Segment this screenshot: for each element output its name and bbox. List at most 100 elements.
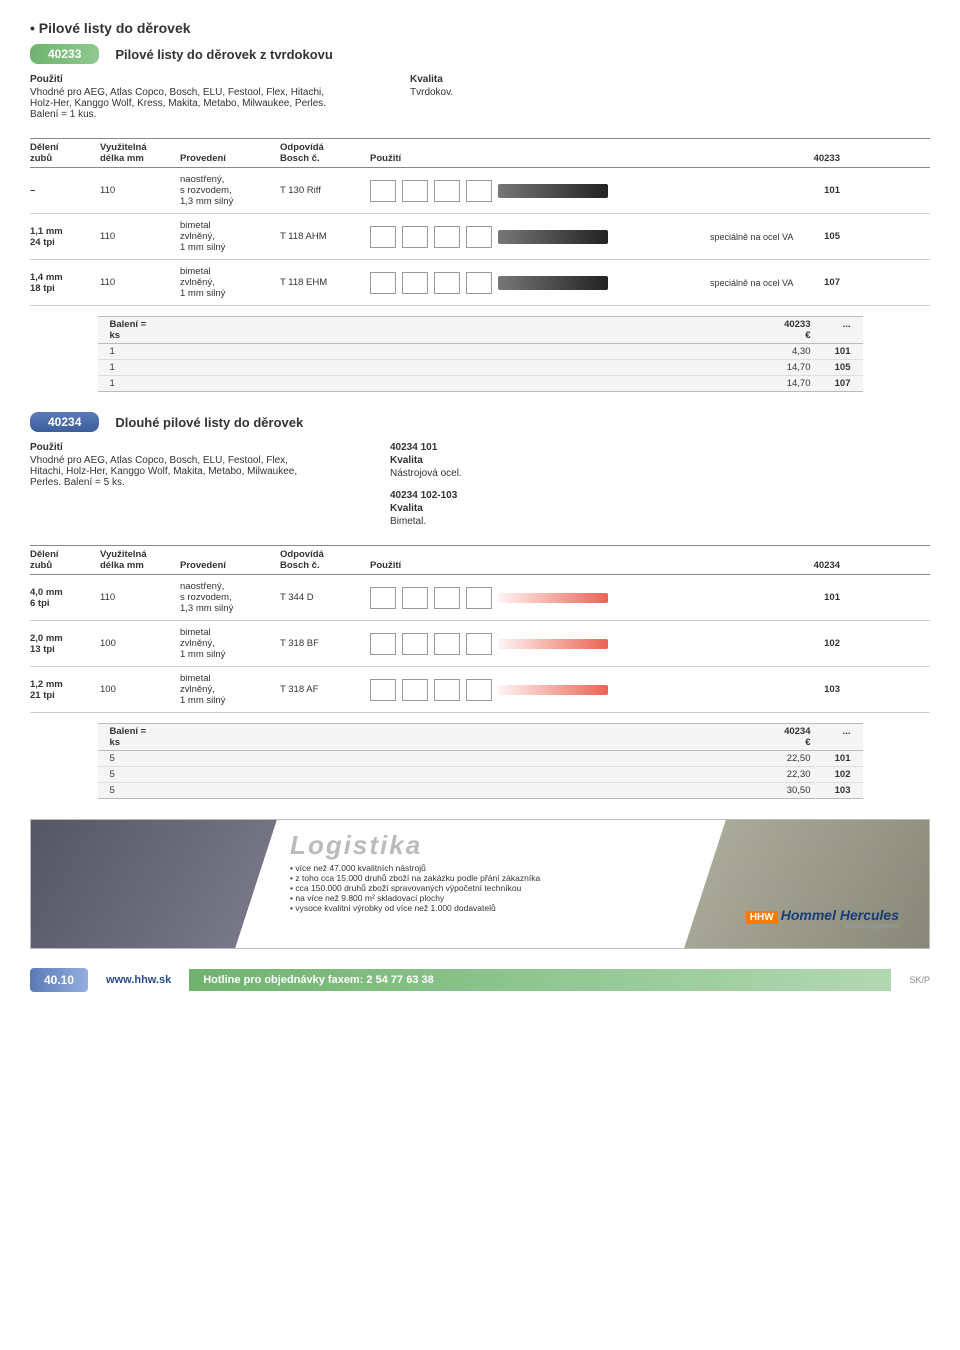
- price-qty: 1: [110, 362, 741, 373]
- price-row: 14,30101: [98, 344, 863, 360]
- price-code: 101: [811, 346, 851, 357]
- material-icon: [370, 272, 396, 294]
- blade-image: [498, 639, 608, 649]
- cell-bosch: T 130 Riff: [280, 185, 370, 196]
- material-icon: [402, 272, 428, 294]
- material-icon: [402, 180, 428, 202]
- cell-provedeni: naostřený, s rozvodem, 1,3 mm silný: [180, 581, 280, 614]
- material-icon: [434, 226, 460, 248]
- price-qty: 5: [110, 753, 741, 764]
- blade-image: [498, 276, 608, 290]
- page-footer: 40.10 www.hhw.sk Hotline pro objednávky …: [30, 967, 930, 993]
- cell-code: 101: [800, 185, 840, 196]
- cell-note: speciálně na ocel VA: [710, 232, 800, 242]
- section2-header: 40234 Dlouhé pilové listy do děrovek: [30, 412, 930, 432]
- price-val: 30,50: [741, 785, 811, 796]
- th-c3: Provedení: [180, 560, 280, 571]
- th-c7: 40234: [800, 560, 840, 571]
- cell-code: 107: [800, 277, 840, 288]
- price-code: 101: [811, 753, 851, 764]
- cell-deleni: 1,2 mm 21 tpi: [30, 679, 100, 701]
- table-row: 4,0 mm 6 tpi110naostřený, s rozvodem, 1,…: [30, 575, 930, 621]
- cell-provedeni: bimetal zvlněný, 1 mm silný: [180, 220, 280, 253]
- cell-deleni: 1,4 mm 18 tpi: [30, 272, 100, 294]
- brand-logo: HHWHommel Hercules Werkzeughandel: [746, 907, 899, 930]
- material-icon: [370, 226, 396, 248]
- blade-image: [498, 184, 608, 198]
- banner-line: na více než 9.800 m² skladovací plochy: [290, 893, 679, 903]
- material-icon: [466, 226, 492, 248]
- price-code: 103: [811, 785, 851, 796]
- cell-code: 103: [800, 684, 840, 695]
- table-row: 2,0 mm 13 tpi100bimetal zvlněný, 1 mm si…: [30, 621, 930, 667]
- cell-deleni: 4,0 mm 6 tpi: [30, 587, 100, 609]
- cell-code: 102: [800, 638, 840, 649]
- footer-url[interactable]: www.hhw.sk: [106, 974, 171, 986]
- cell-icons: [370, 633, 710, 655]
- section1-header: 40233 Pilové listy do děrovek z tvrdokov…: [30, 44, 930, 64]
- section2-table-head: Dělení zubů Využitelná délka mm Proveden…: [30, 545, 930, 575]
- cell-bosch: T 118 AHM: [280, 231, 370, 242]
- material-icon: [466, 272, 492, 294]
- material-icon: [370, 633, 396, 655]
- material-icon: [402, 679, 428, 701]
- section2-code-pill: 40234: [30, 412, 99, 432]
- quality-text: Tvrdokov.: [410, 87, 453, 98]
- material-icon: [466, 679, 492, 701]
- th-c4: Odpovídá Bosch č.: [280, 142, 370, 164]
- cell-bosch: T 318 AF: [280, 684, 370, 695]
- material-icon: [402, 587, 428, 609]
- th-c1: Dělení zubů: [30, 142, 100, 164]
- cell-deleni: 2,0 mm 13 tpi: [30, 633, 100, 655]
- footer-hotline: Hotline pro objednávky faxem: 2 54 77 63…: [189, 969, 891, 991]
- q1-label: 40234 101: [390, 442, 462, 453]
- price-code: 107: [811, 378, 851, 389]
- price-val: 14,70: [741, 378, 811, 389]
- price-qty: 5: [110, 769, 741, 780]
- cell-bosch: T 118 EHM: [280, 277, 370, 288]
- banner-line: z toho cca 15.000 druhů zboží na zakázku…: [290, 873, 679, 883]
- material-icon: [402, 226, 428, 248]
- blade-image: [498, 593, 608, 603]
- section1-desc: Použití Vhodné pro AEG, Atlas Copco, Bos…: [30, 74, 930, 120]
- material-icon: [434, 180, 460, 202]
- th-c5: Použití: [370, 560, 710, 571]
- price-code: 105: [811, 362, 851, 373]
- price-row: 522,50101: [98, 751, 863, 767]
- price-h1: Balení = ks: [110, 319, 741, 341]
- cell-icons: [370, 180, 710, 202]
- section1-price-box: Balení = ks 40233 € ... 14,30101114,7010…: [98, 316, 863, 392]
- price-row: 114,70107: [98, 376, 863, 391]
- th-c7: 40233: [800, 153, 840, 164]
- material-icon: [466, 587, 492, 609]
- cell-delka: 110: [100, 185, 180, 196]
- section2-title: Dlouhé pilové listy do děrovek: [115, 415, 303, 430]
- cell-delka: 110: [100, 592, 180, 603]
- price-val: 22,50: [741, 753, 811, 764]
- material-icon: [434, 272, 460, 294]
- table-row: –110naostřený, s rozvodem, 1,3 mm silnýT…: [30, 168, 930, 214]
- table-row: 1,2 mm 21 tpi100bimetal zvlněný, 1 mm si…: [30, 667, 930, 713]
- q2-k: Kvalita: [390, 503, 462, 514]
- price-val: 22,30: [741, 769, 811, 780]
- cell-delka: 110: [100, 231, 180, 242]
- blade-image: [498, 685, 608, 695]
- th-c3: Provedení: [180, 153, 280, 164]
- cell-deleni: 1,1 mm 24 tpi: [30, 226, 100, 248]
- cell-icons: [370, 587, 710, 609]
- cell-icons: [370, 226, 710, 248]
- material-icon: [370, 679, 396, 701]
- price-qty: 1: [110, 378, 741, 389]
- section1-code-pill: 40233: [30, 44, 99, 64]
- th-c2: Využitelná délka mm: [100, 549, 180, 571]
- use-text: Vhodné pro AEG, Atlas Copco, Bosch, ELU,…: [30, 455, 297, 488]
- section1-table-head: Dělení zubů Využitelná délka mm Proveden…: [30, 138, 930, 168]
- cell-code: 105: [800, 231, 840, 242]
- cell-bosch: T 344 D: [280, 592, 370, 603]
- cell-delka: 100: [100, 684, 180, 695]
- cell-note: speciálně na ocel VA: [710, 278, 800, 288]
- price-qty: 1: [110, 346, 741, 357]
- cell-delka: 100: [100, 638, 180, 649]
- section2-desc: Použití Vhodné pro AEG, Atlas Copco, Bos…: [30, 442, 930, 527]
- price-h3: ...: [811, 319, 851, 341]
